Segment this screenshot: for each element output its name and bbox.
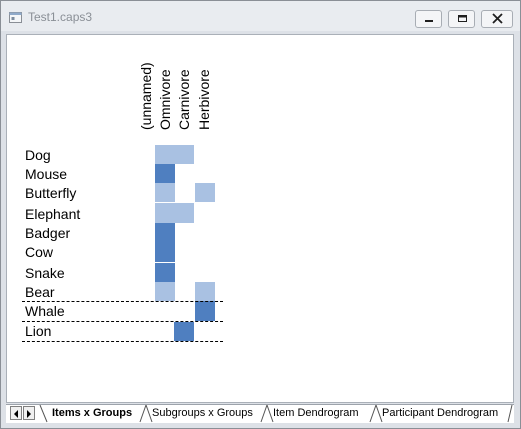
maximize-icon [458, 15, 467, 22]
row-label-dog: Dog [25, 147, 51, 163]
close-icon [492, 13, 503, 24]
cell-badger-unnamed[interactable] [155, 223, 175, 242]
tab-outlines [39, 405, 513, 423]
cell-lion-omnivore[interactable] [174, 322, 194, 341]
cell-snake-unnamed[interactable] [155, 263, 175, 282]
row-label-butterfly: Butterfly [25, 185, 77, 201]
cell-mouse-unnamed[interactable] [155, 164, 175, 183]
cell-butterfly-carnivore[interactable] [195, 183, 215, 202]
cell-cow-unnamed[interactable] [155, 242, 175, 262]
column-header-omnivore: Omnivore [157, 69, 173, 130]
cell-dog-unnamed[interactable] [155, 145, 175, 164]
cluster-divider [22, 341, 223, 342]
cell-elephant-unnamed[interactable] [155, 203, 175, 223]
cell-dog-omnivore[interactable] [174, 145, 194, 164]
minimize-icon [425, 20, 433, 22]
minimize-button[interactable] [415, 10, 442, 28]
column-header-carnivore: Carnivore [176, 69, 192, 130]
tab-scroll-right-button[interactable] [23, 406, 35, 420]
row-label-elephant: Elephant [25, 206, 81, 222]
row-label-lion: Lion [25, 323, 52, 339]
tab-items-x-groups[interactable]: Items x Groups [52, 407, 133, 419]
triangle-left-icon [14, 410, 18, 418]
triangle-right-icon [27, 410, 31, 418]
app-icon [9, 12, 22, 23]
column-header-unnamed: (unnamed) [138, 62, 154, 130]
cell-bear-unnamed[interactable] [155, 282, 175, 301]
cell-butterfly-unnamed[interactable] [155, 183, 175, 202]
close-button[interactable] [481, 10, 513, 28]
tab-subgroups-x-groups[interactable]: Subgroups x Groups [152, 407, 253, 419]
cluster-divider [22, 301, 223, 302]
cluster-divider [22, 321, 223, 322]
cell-whale-carnivore[interactable] [195, 301, 215, 321]
window-title: Test1.caps3 [28, 10, 93, 24]
row-label-mouse: Mouse [25, 166, 68, 182]
row-label-whale: Whale [25, 303, 65, 319]
tab-item-dendrogram[interactable]: Item Dendrogram [273, 407, 359, 419]
row-label-snake: Snake [25, 265, 65, 281]
maximize-button[interactable] [448, 10, 475, 28]
title-bar[interactable]: Test1.caps3 [1, 1, 520, 31]
cell-elephant-omnivore[interactable] [174, 203, 194, 223]
column-header-herbivore: Herbivore [196, 69, 212, 130]
row-label-badger: Badger [25, 225, 71, 241]
tab-bar: Items x Groups Subgroups x Groups Item D… [6, 404, 514, 423]
tab-participant-dendrogram[interactable]: Participant Dendrogram [382, 407, 499, 419]
tab-scroll-left-button[interactable] [10, 406, 22, 420]
row-label-bear: Bear [25, 284, 55, 300]
cell-bear-carnivore[interactable] [195, 282, 215, 301]
matrix-view: (unnamed) Omnivore Carnivore Herbivore D… [6, 34, 514, 403]
row-label-cow: Cow [25, 244, 54, 260]
